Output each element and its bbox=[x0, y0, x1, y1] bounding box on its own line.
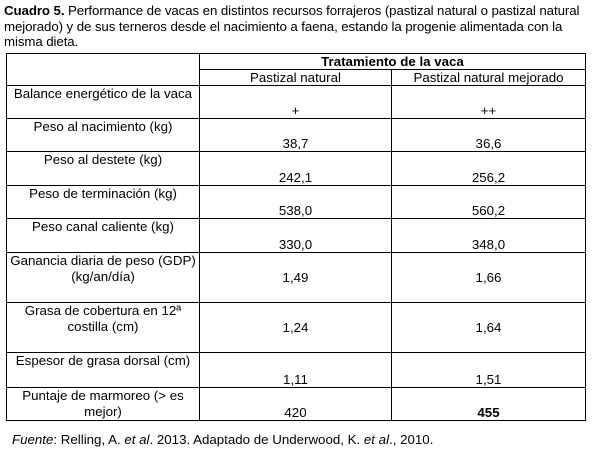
row-label: Puntaje de marmoreo (> es mejor) bbox=[6, 387, 200, 422]
row-value-natural: 1,24 bbox=[199, 302, 392, 354]
table-row: Balance energético de la vaca + ++ bbox=[6, 85, 586, 120]
row-value-mejorado: 1,51 bbox=[391, 352, 586, 389]
row-label: Peso canal caliente (kg) bbox=[6, 218, 200, 254]
column-header-pastizal-mejorado: Pastizal natural mejorado bbox=[391, 69, 586, 87]
caption-prefix: Cuadro 5. bbox=[4, 3, 65, 18]
row-value-natural: 420 bbox=[199, 387, 392, 422]
column-header-pastizal-natural: Pastizal natural bbox=[199, 69, 392, 87]
row-label: Ganancia diaria de peso (GDP) (kg/an/día… bbox=[6, 252, 200, 304]
row-value-natural: 1,49 bbox=[199, 252, 392, 304]
row-label: Grasa de cobertura en 12ª costilla (cm) bbox=[6, 302, 200, 354]
empty-header-cell bbox=[6, 52, 200, 87]
table-row: Ganancia diaria de peso (GDP) (kg/an/día… bbox=[6, 252, 586, 304]
table-row: Peso canal caliente (kg) 330,0 348,0 bbox=[6, 218, 586, 254]
row-value-natural: 538,0 bbox=[199, 185, 392, 220]
row-value-mejorado: 1,64 bbox=[391, 302, 586, 354]
table-row: Espesor de grasa dorsal (cm) 1,11 1,51 bbox=[6, 352, 586, 389]
row-label: Espesor de grasa dorsal (cm) bbox=[6, 352, 200, 389]
group-header: Tratamiento de la vaca bbox=[199, 52, 586, 71]
row-label: Peso al nacimiento (kg) bbox=[6, 118, 200, 153]
row-label: Peso al destete (kg) bbox=[6, 151, 200, 187]
row-value-natural: + bbox=[199, 85, 392, 120]
row-value-mejorado: 256,2 bbox=[391, 151, 586, 187]
row-value-mejorado: 1,66 bbox=[391, 252, 586, 304]
row-label: Peso de terminación (kg) bbox=[6, 185, 200, 220]
table-row: Peso al destete (kg) 242,1 256,2 bbox=[6, 151, 586, 187]
source-text-3: ., 2010. bbox=[389, 432, 434, 447]
table-row: Puntaje de marmoreo (> es mejor) 420 455 bbox=[6, 387, 586, 422]
row-value-mejorado: ++ bbox=[391, 85, 586, 120]
row-value-mejorado: 560,2 bbox=[391, 185, 586, 220]
row-label: Balance energético de la vaca bbox=[6, 85, 200, 120]
data-table: Tratamiento de la vaca Pastizal natural … bbox=[6, 52, 586, 422]
table-row: Peso de terminación (kg) 538,0 560,2 bbox=[6, 185, 586, 220]
row-value-mejorado: 36,6 bbox=[391, 118, 586, 153]
table-row: Peso al nacimiento (kg) 38,7 36,6 bbox=[6, 118, 586, 153]
caption-text: Performance de vacas en distintos recurs… bbox=[4, 3, 580, 49]
table-caption: Cuadro 5. Performance de vacas en distin… bbox=[4, 3, 590, 50]
row-value-natural: 1,11 bbox=[199, 352, 392, 389]
source-note: Fuente: Relling, A. et al. 2013. Adaptad… bbox=[12, 432, 433, 447]
source-etal-2: et al bbox=[363, 432, 390, 447]
row-value-mejorado: 455 bbox=[391, 387, 586, 422]
source-text-2: . 2013. Adaptado de Underwood, K. bbox=[149, 432, 364, 447]
row-value-natural: 330,0 bbox=[199, 218, 392, 254]
table-row: Grasa de cobertura en 12ª costilla (cm) … bbox=[6, 302, 586, 354]
row-value-natural: 242,1 bbox=[199, 151, 392, 187]
source-text-1: : Relling, A. bbox=[53, 432, 125, 447]
row-value-mejorado: 348,0 bbox=[391, 218, 586, 254]
source-label: Fuente bbox=[12, 432, 54, 447]
row-value-natural: 38,7 bbox=[199, 118, 392, 153]
source-etal-1: et al bbox=[124, 432, 150, 447]
